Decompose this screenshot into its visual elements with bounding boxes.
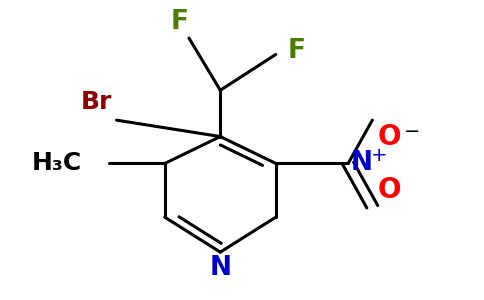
Text: +: + xyxy=(371,146,388,165)
Text: F: F xyxy=(288,38,306,64)
Text: Br: Br xyxy=(80,90,112,114)
Text: −: − xyxy=(404,122,420,141)
Text: O: O xyxy=(377,123,401,151)
Text: O: O xyxy=(377,176,401,204)
Text: N: N xyxy=(209,255,231,281)
Text: F: F xyxy=(170,9,188,35)
Text: N: N xyxy=(350,150,373,176)
Text: H₃C: H₃C xyxy=(32,152,82,176)
